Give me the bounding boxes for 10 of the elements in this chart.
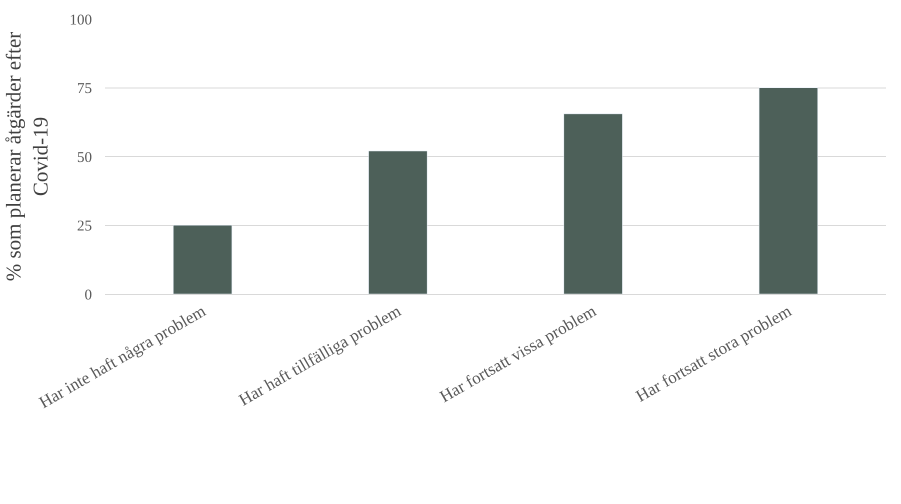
- y-tick-label: 25: [77, 218, 92, 234]
- bar: [173, 225, 232, 294]
- bar: [758, 88, 818, 294]
- bar: [564, 114, 623, 294]
- y-axis-title: % som planerar åtgärder efter Covid-19: [1, 32, 53, 282]
- y-tick-label: 75: [77, 81, 92, 97]
- y-tick-label: 100: [70, 12, 92, 28]
- y-tick-label: 0: [84, 287, 92, 304]
- bar: [368, 150, 428, 294]
- y-tick-label: 50: [77, 150, 92, 166]
